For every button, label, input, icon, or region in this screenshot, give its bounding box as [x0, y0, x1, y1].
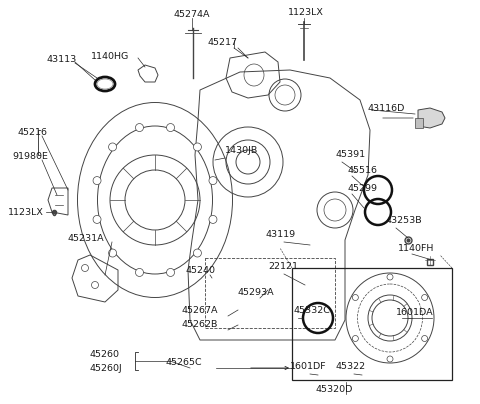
- Text: 45260: 45260: [90, 350, 120, 359]
- Circle shape: [193, 249, 202, 257]
- Circle shape: [421, 335, 428, 341]
- Text: 45217: 45217: [207, 38, 237, 47]
- Text: 45267A: 45267A: [182, 306, 218, 315]
- Text: 45391: 45391: [336, 150, 366, 159]
- Circle shape: [209, 177, 217, 185]
- Text: 22121: 22121: [268, 262, 298, 271]
- Text: 1140HG: 1140HG: [91, 52, 129, 61]
- Text: 1601DA: 1601DA: [396, 308, 433, 317]
- Text: 45240: 45240: [186, 266, 216, 275]
- Circle shape: [193, 143, 202, 151]
- Text: 1430JB: 1430JB: [225, 146, 258, 155]
- Text: 45293A: 45293A: [238, 288, 275, 297]
- Circle shape: [92, 282, 98, 288]
- Circle shape: [82, 265, 88, 271]
- Circle shape: [93, 215, 101, 223]
- Text: 45332C: 45332C: [294, 306, 331, 315]
- Circle shape: [108, 249, 117, 257]
- Circle shape: [387, 274, 393, 280]
- Text: 45231A: 45231A: [68, 234, 104, 243]
- Text: 1123LX: 1123LX: [288, 8, 324, 17]
- Circle shape: [387, 356, 393, 362]
- Text: 45320D: 45320D: [315, 385, 353, 394]
- Circle shape: [135, 124, 144, 132]
- Circle shape: [352, 295, 359, 301]
- Circle shape: [167, 268, 175, 276]
- Text: 43119: 43119: [265, 230, 295, 239]
- Circle shape: [352, 335, 359, 341]
- Text: 45516: 45516: [348, 166, 378, 175]
- Circle shape: [421, 295, 428, 301]
- Text: 1123LX: 1123LX: [8, 208, 44, 217]
- Bar: [292, 268, 452, 380]
- Text: 1140FH: 1140FH: [398, 244, 434, 253]
- Bar: [205, 258, 335, 328]
- Polygon shape: [418, 108, 445, 128]
- Circle shape: [135, 268, 144, 276]
- Circle shape: [209, 215, 217, 223]
- Text: 45216: 45216: [18, 128, 48, 137]
- Text: 45260J: 45260J: [90, 364, 123, 373]
- Text: 45322: 45322: [336, 362, 366, 371]
- Text: 45299: 45299: [348, 184, 378, 193]
- Text: 43253B: 43253B: [386, 216, 422, 225]
- Text: 91980E: 91980E: [12, 152, 48, 161]
- Circle shape: [93, 177, 101, 185]
- Circle shape: [167, 124, 175, 132]
- Circle shape: [108, 143, 117, 151]
- Text: 1601DF: 1601DF: [290, 362, 326, 371]
- Text: 45262B: 45262B: [182, 320, 218, 329]
- Text: 43116D: 43116D: [367, 104, 404, 113]
- Text: 45274A: 45274A: [174, 10, 210, 19]
- Text: 43113: 43113: [47, 55, 77, 64]
- Bar: [415, 118, 423, 128]
- Text: 45265C: 45265C: [166, 358, 203, 367]
